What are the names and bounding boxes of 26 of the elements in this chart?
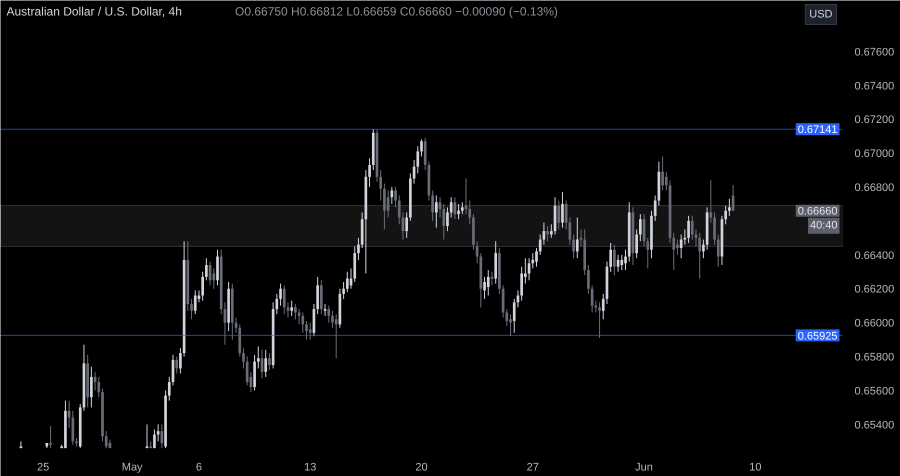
ref-line-label: 0.67141: [798, 124, 838, 136]
x-tick-label: 27: [526, 462, 539, 474]
x-tick-label: 13: [304, 462, 316, 474]
y-tick-label: 0.65800: [854, 352, 894, 364]
y-tick-label: 0.67600: [854, 46, 894, 58]
x-tick-label: 25: [37, 462, 50, 474]
x-tick-label: 6: [196, 462, 202, 474]
chart-title: Australian Dollar / U.S. Dollar, 4h: [6, 4, 182, 18]
y-tick-label: 0.65600: [854, 385, 894, 398]
chart-subtitle: O0.66750 H0.66812 L0.66659 C0.66660 −0.00090 (−0.13%): [235, 4, 558, 18]
annotation: 0.66660: [798, 206, 838, 218]
y-axis-title: USD: [809, 8, 833, 20]
x-tick-label: May: [122, 462, 144, 474]
x-tick-label: 10: [749, 462, 762, 474]
y-tick-label: 0.67200: [854, 114, 894, 126]
y-tick-label: 0.65400: [854, 419, 894, 432]
x-tick-label: 20: [415, 462, 428, 474]
y-tick-label: 0.66200: [854, 284, 894, 296]
y-tick-label: 0.67000: [854, 148, 894, 160]
annotation: 40:40: [810, 220, 838, 232]
y-tick-label: 0.67400: [854, 80, 894, 92]
y-tick-label: 0.66800: [854, 182, 894, 194]
ref-line-label: 0.65925: [798, 330, 838, 342]
x-tick-label: Jun: [635, 462, 653, 474]
y-tick-label: 0.66400: [854, 250, 894, 262]
y-tick-label: 0.66000: [854, 318, 894, 330]
